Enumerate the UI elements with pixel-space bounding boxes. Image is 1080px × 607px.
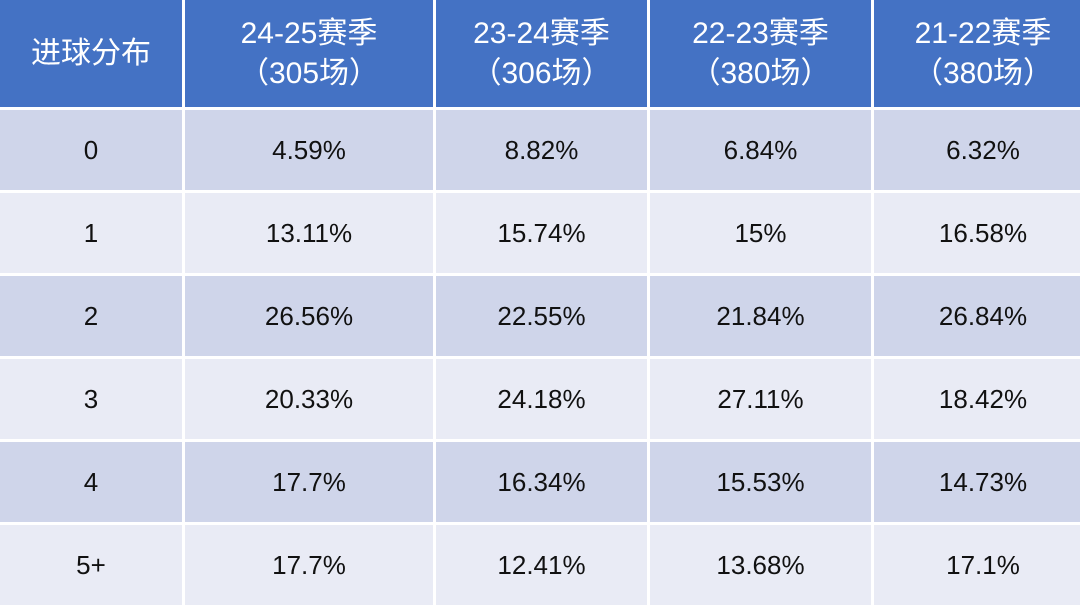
table-cell: 12.41% — [436, 525, 647, 605]
header-text: （305场） — [238, 56, 380, 90]
table-cell: 15% — [650, 193, 871, 273]
row-label: 1 — [0, 193, 182, 273]
header-text: （380场） — [912, 56, 1054, 90]
table-cell: 17.1% — [874, 525, 1080, 605]
table-cell: 24.18% — [436, 359, 647, 439]
header-cell: 23-24赛季 （306场） — [436, 0, 647, 107]
header-cell: 进球分布 — [0, 0, 182, 107]
header-cell: 22-23赛季 （380场） — [650, 0, 871, 107]
header-cell: 24-25赛季 （305场） — [185, 0, 433, 107]
header-text: 24-25赛季 — [240, 16, 378, 50]
header-text: （380场） — [690, 56, 831, 90]
table-cell: 16.58% — [874, 193, 1080, 273]
header-text: 22-23赛季 — [692, 16, 829, 50]
table-cell: 20.33% — [185, 359, 433, 439]
table-cell: 16.34% — [436, 442, 647, 522]
row-label: 0 — [0, 110, 182, 190]
table-cell: 4.59% — [185, 110, 433, 190]
table-cell: 15.53% — [650, 442, 871, 522]
table-cell: 14.73% — [874, 442, 1080, 522]
table-cell: 26.84% — [874, 276, 1080, 356]
row-label: 3 — [0, 359, 182, 439]
table-cell: 15.74% — [436, 193, 647, 273]
header-text: 21-22赛季 — [914, 16, 1052, 50]
header-text: 进球分布 — [31, 36, 151, 70]
table-cell: 13.68% — [650, 525, 871, 605]
table-cell: 18.42% — [874, 359, 1080, 439]
table-cell: 13.11% — [185, 193, 433, 273]
row-label: 5+ — [0, 525, 182, 605]
table-cell: 21.84% — [650, 276, 871, 356]
row-label: 4 — [0, 442, 182, 522]
table-cell: 26.56% — [185, 276, 433, 356]
table-cell: 27.11% — [650, 359, 871, 439]
header-text: 23-24赛季 — [473, 16, 610, 50]
table-cell: 17.7% — [185, 525, 433, 605]
table-cell: 17.7% — [185, 442, 433, 522]
table-cell: 22.55% — [436, 276, 647, 356]
table-cell: 6.84% — [650, 110, 871, 190]
header-cell: 21-22赛季 （380场） — [874, 0, 1080, 107]
header-text: （306场） — [471, 56, 612, 90]
row-label: 2 — [0, 276, 182, 356]
table-cell: 8.82% — [436, 110, 647, 190]
table-cell: 6.32% — [874, 110, 1080, 190]
